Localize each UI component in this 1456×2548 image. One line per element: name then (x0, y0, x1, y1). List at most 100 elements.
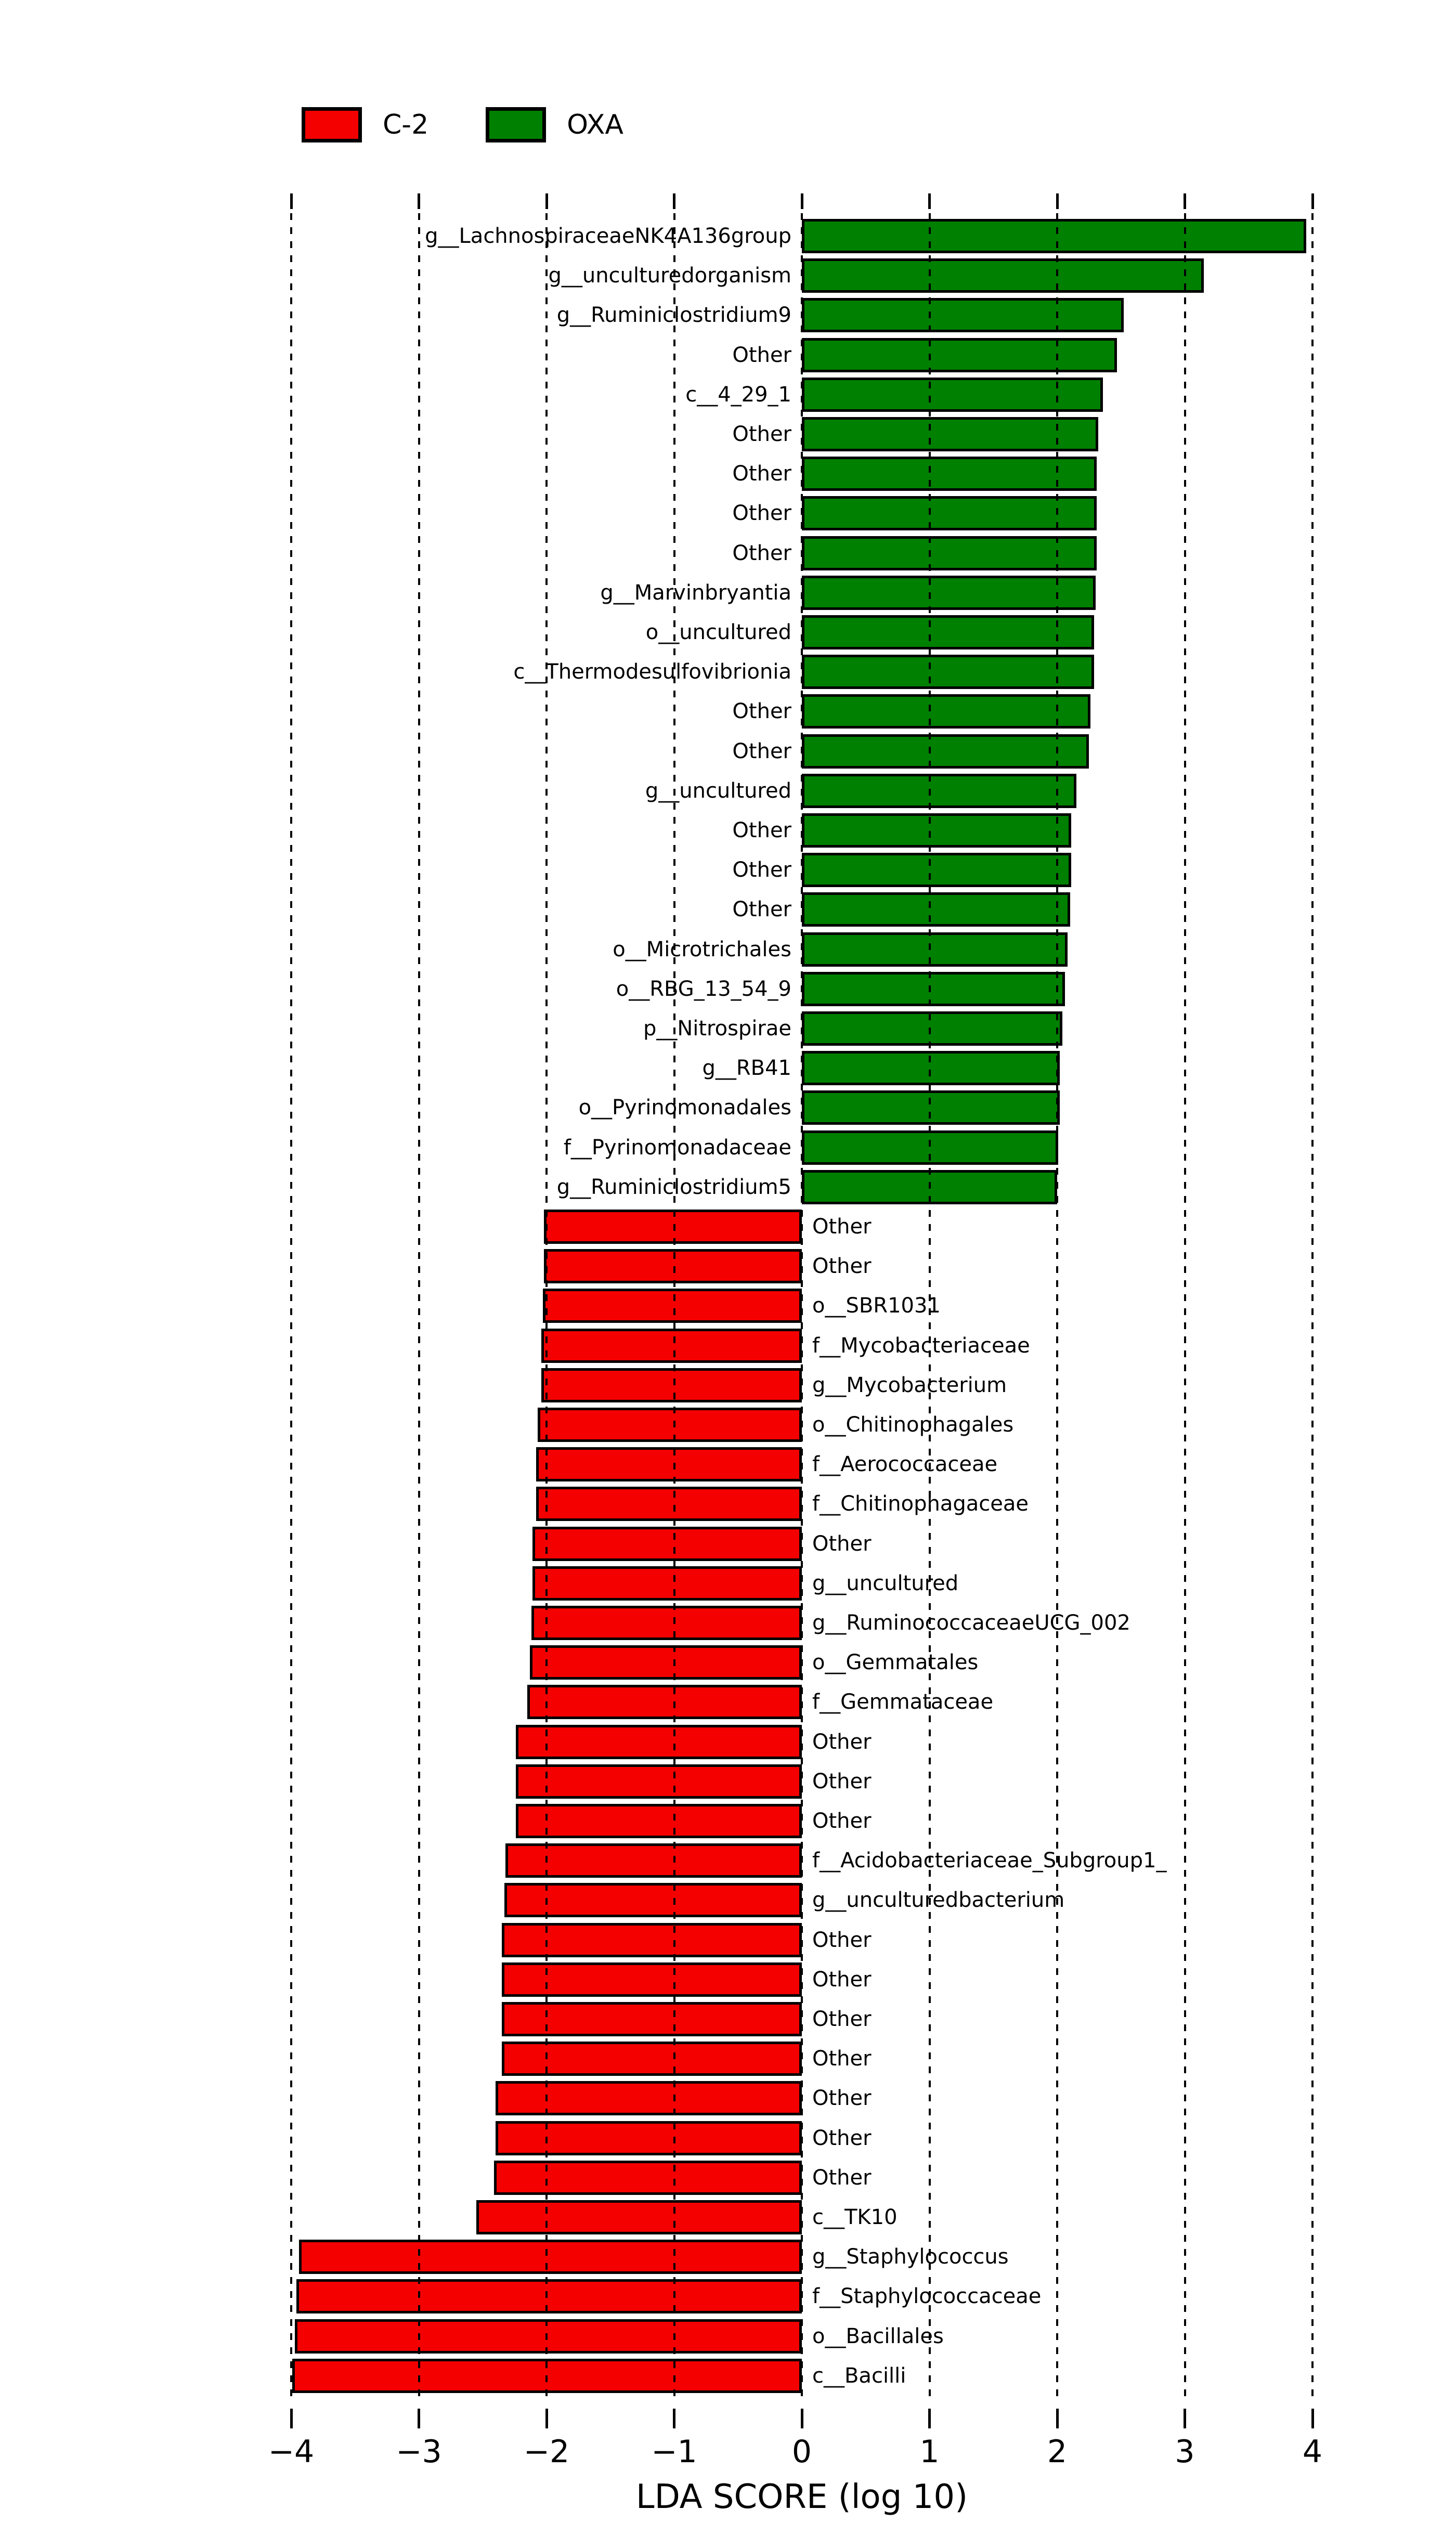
bar-label: f__Acidobacteriaceae_Subgroup1_ (812, 1849, 1167, 1873)
legend-item-oxa: OXA (486, 103, 623, 147)
bar-label: o__Pyrinomonadales (578, 1096, 791, 1120)
bar-label: Other (732, 541, 791, 565)
top-tick-4 (1311, 193, 1314, 209)
bottom-tick--4 (290, 2409, 293, 2428)
bar-label: Other (732, 422, 791, 446)
bar-label: g__uncultured (645, 778, 791, 803)
bar-oxa-19 (802, 971, 1065, 1006)
gridline-0 (801, 213, 803, 2402)
bar-label: c__TK10 (812, 2205, 898, 2229)
bar-oxa-4 (802, 377, 1103, 412)
bar-label: c__4_29_1 (685, 382, 791, 407)
bar-c2-44 (502, 1962, 802, 1997)
bar-oxa-15 (802, 813, 1071, 848)
x-tick-label--4: −4 (268, 2434, 315, 2470)
x-tick-label-4: 4 (1302, 2434, 1323, 2470)
gridline-4 (1311, 213, 1314, 2402)
top-tick-3 (1184, 193, 1186, 209)
bar-oxa-5 (802, 417, 1098, 451)
bar-c2-26 (544, 1249, 802, 1284)
top-tick-1 (928, 193, 931, 209)
bar-label: Other (812, 2126, 872, 2150)
bar-label: o__SBR1031 (812, 1294, 941, 1318)
bar-label: o__Chitinophagales (812, 1413, 1014, 1437)
bar-oxa-14 (802, 773, 1076, 808)
bar-label: Other (732, 699, 791, 724)
bar-label: Other (732, 898, 791, 922)
bar-c2-37 (527, 1685, 802, 1720)
bar-label: g__uncultured (812, 1571, 959, 1595)
bar-c2-28 (541, 1328, 802, 1363)
bottom-tick--1 (673, 2409, 675, 2428)
bar-label: o__Gemmatales (812, 1650, 979, 1675)
bar-label: g__RB41 (702, 1056, 791, 1081)
bar-oxa-0 (802, 219, 1306, 253)
bar-label: Other (812, 2007, 872, 2031)
bar-label: Other (732, 343, 791, 367)
gridline--3 (418, 213, 420, 2402)
bar-label: g__Marvinbryantia (600, 580, 791, 605)
bar-oxa-10 (802, 615, 1095, 649)
bar-label: f__Chitinophagaceae (812, 1492, 1029, 1516)
bar-c2-30 (537, 1408, 802, 1442)
x-tick-label-1: 1 (919, 2434, 940, 2470)
oxa-color-swatch-icon (486, 107, 547, 142)
bar-label: Other (812, 1769, 872, 1793)
bar-c2-53 (295, 2319, 802, 2354)
legend-item-c2: C-2 (302, 103, 428, 147)
plot-area: LDA SCORE (log 10) −4 −3 −2 −1 0 1 2 3 4 g__Lachn… (268, 193, 1322, 2516)
bottom-tick-2 (1056, 2409, 1059, 2428)
bar-label: o__Bacillales (812, 2324, 944, 2348)
bar-label: f__Mycobacteriaceae (812, 1333, 1030, 1358)
x-tick-label-3: 3 (1175, 2434, 1195, 2470)
bottom-tick-0 (800, 2409, 803, 2428)
bar-c2-43 (502, 1922, 802, 1957)
legend: C-2 OXA (302, 103, 681, 147)
bar-label: Other (812, 1967, 872, 1992)
top-tick-0 (800, 193, 803, 209)
bar-label: Other (812, 1730, 872, 1754)
bar-label: o__Microtrichales (613, 937, 791, 961)
bar-label: f__Aerococcaceae (812, 1452, 998, 1477)
bar-c2-40 (516, 1804, 802, 1838)
bar-c2-41 (505, 1843, 802, 1878)
bar-c2-47 (495, 2081, 802, 2116)
bar-label: p__Nitrospirae (643, 1017, 791, 1041)
bar-oxa-21 (802, 1051, 1060, 1086)
bar-label: f__Pyrinomonadaceae (563, 1135, 791, 1160)
x-tick-label--1: −1 (651, 2434, 697, 2470)
bar-label: Other (732, 858, 791, 882)
bar-c2-34 (532, 1566, 802, 1601)
bar-label: g__Ruminiclostridium5 (556, 1175, 791, 1199)
bar-oxa-9 (802, 575, 1096, 610)
bottom-tick-3 (1184, 2409, 1186, 2428)
top-tick--2 (545, 193, 548, 209)
bar-c2-31 (536, 1447, 802, 1482)
bar-label: g__unculturedorganism (548, 264, 791, 288)
x-tick-label-0: 0 (791, 2434, 812, 2470)
bar-oxa-11 (802, 655, 1095, 690)
x-tick-label--3: −3 (396, 2434, 442, 2470)
bottom-tick-1 (928, 2409, 931, 2428)
bar-label: g__LachnospiraceaeNK4A136group (425, 224, 791, 248)
bar-c2-35 (531, 1606, 802, 1640)
legend-label-oxa: OXA (567, 109, 623, 140)
bar-label: c__Bacilli (812, 2363, 906, 2388)
bar-oxa-1 (802, 258, 1204, 293)
bar-label: g__Ruminiclostridium9 (556, 303, 791, 328)
top-tick--3 (418, 193, 420, 209)
bar-c2-49 (494, 2160, 802, 2195)
c2-color-swatch-icon (302, 107, 362, 142)
legend-label-c2: C-2 (383, 109, 429, 140)
bar-label: Other (812, 1254, 872, 1279)
bottom-tick-4 (1311, 2409, 1314, 2428)
top-tick-2 (1056, 193, 1059, 209)
bar-label: Other (812, 2165, 872, 2190)
gridline-3 (1184, 213, 1186, 2402)
bar-label: Other (812, 2047, 872, 2071)
bar-c2-27 (542, 1289, 802, 1323)
bar-label: f__Staphylococcaceae (812, 2284, 1042, 2309)
bar-c2-42 (504, 1883, 802, 1918)
bar-label: Other (812, 1215, 872, 1239)
bar-oxa-16 (802, 853, 1071, 888)
